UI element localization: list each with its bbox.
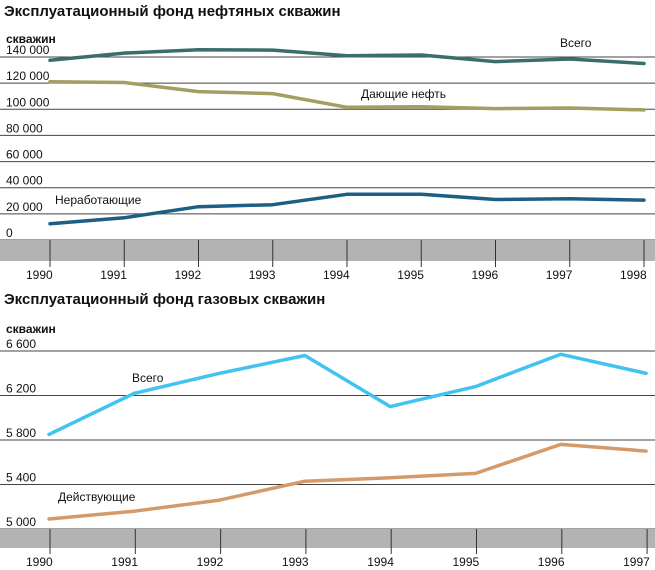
x-axis-band [0,240,655,261]
y-tick-label: 60 000 [6,148,43,162]
x-axis-band [0,529,655,548]
x-tick-label: 1991 [100,268,127,282]
series-line-0 [48,48,646,66]
series-line-1 [47,442,648,521]
x-tick-label: 1991 [111,555,138,569]
gas-wells-chart: Эксплуатационный фонд газовых скважин ск… [0,291,655,569]
x-tick-label: 1992 [175,268,202,282]
x-tick-label: 1996 [472,268,499,282]
x-tick-label: 1997 [623,555,650,569]
series-label-idle: Неработающие [55,193,142,207]
oil-wells-chart: Эксплуатационный фонд нефтяных скважин с… [0,3,655,282]
x-tick-label: 1996 [538,555,565,569]
chart-title: Эксплуатационный фонд газовых скважин [4,291,325,308]
y-tick-label: 140 000 [6,43,50,57]
y-tick-label: 120 000 [6,69,50,83]
series-label-total: Всего [560,36,592,50]
chart-title: Эксплуатационный фонд нефтяных скважин [4,3,341,20]
series-label-total: Всего [132,371,164,385]
y-tick-label: 5 400 [6,471,36,485]
series-line-0 [47,352,648,437]
series-line-2 [48,192,646,226]
x-tick-label: 1997 [546,268,573,282]
y-axis-unit: скважин [6,32,56,46]
y-tick-label: 80 000 [6,121,43,135]
series-label-active: Действующие [58,490,136,504]
y-tick-label: 40 000 [6,174,43,188]
x-tick-label: 1995 [453,555,480,569]
x-tick-label: 1992 [197,555,224,569]
x-tick-label: 1994 [367,555,394,569]
y-tick-label: 5 800 [6,426,36,440]
x-tick-label: 1993 [282,555,309,569]
series-label-producing: Дающие нефть [361,87,446,101]
y-tick-label: 0 [6,226,13,240]
y-tick-label: 6 200 [6,382,36,396]
x-tick-label: 1995 [397,268,424,282]
x-tick-label: 1990 [26,268,53,282]
y-tick-label: 20 000 [6,200,43,214]
y-axis-unit: скважин [6,322,56,336]
y-tick-label: 100 000 [6,95,50,109]
y-tick-label: 6 600 [6,337,36,351]
series-line-1 [48,80,646,112]
x-tick-label: 1993 [249,268,276,282]
x-tick-label: 1998 [620,268,647,282]
x-tick-label: 1990 [26,555,53,569]
y-tick-label: 5 000 [6,515,36,529]
x-tick-label: 1994 [323,268,350,282]
